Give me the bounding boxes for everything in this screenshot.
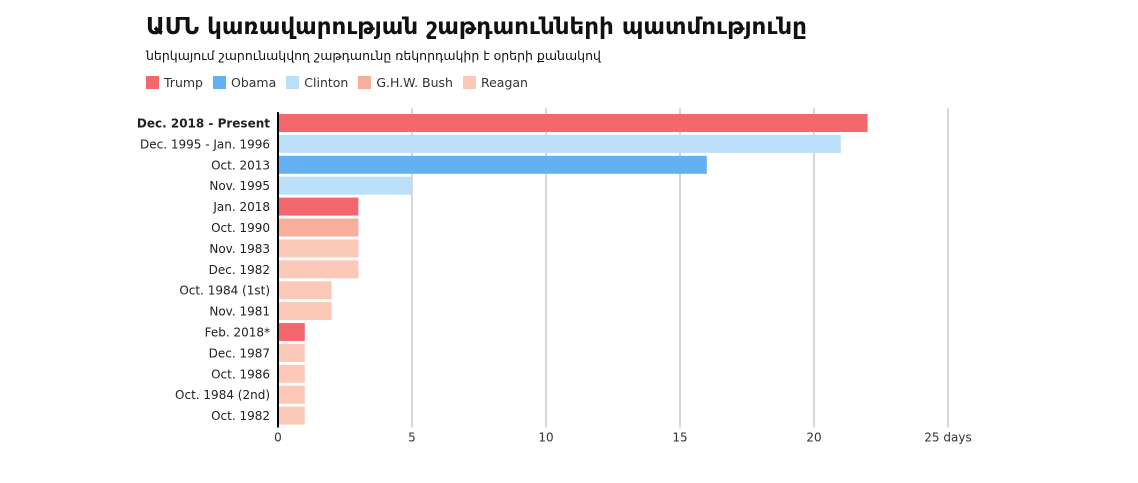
- x-tick-label-10: 10: [538, 431, 553, 445]
- category-labels: Dec. 2018 - Present Dec. 1995 - Jan. 1996…: [137, 117, 270, 424]
- x-tick-label-0: 0: [274, 431, 282, 445]
- bar-2: [278, 134, 841, 153]
- category-label-10: Nov. 1981: [209, 305, 270, 319]
- bar-5: [278, 197, 359, 216]
- legend-label-ghw-bush: G.H.W. Bush: [376, 75, 453, 90]
- category-label-13: Oct. 1986: [211, 367, 270, 381]
- bar-15: [278, 406, 305, 425]
- legend-swatch-obama: [212, 76, 226, 89]
- legend-swatch-reagan: [462, 76, 476, 89]
- x-tick-label-5: 5: [408, 431, 416, 445]
- bar-6: [278, 218, 359, 237]
- category-label-1: Dec. 2018 - Present: [137, 117, 270, 131]
- bar-13: [278, 364, 305, 383]
- bar-4: [278, 176, 412, 195]
- legend-item-ghw-bush: G.H.W. Bush: [358, 75, 453, 90]
- category-label-6: Oct. 1990: [211, 221, 270, 235]
- x-tick-label-20: 20: [806, 431, 821, 445]
- legend-item-reagan: Reagan: [462, 75, 528, 90]
- chart-title: ԱՄՆ կառավարության շաթդաունների պատմությո…: [146, 14, 807, 40]
- legend-swatch-trump: [146, 76, 159, 89]
- legend-label-obama: Obama: [230, 75, 277, 90]
- category-label-12: Dec. 1987: [209, 346, 270, 360]
- x-axis-ticks: 0 5 10 15 20 25 days: [274, 431, 972, 445]
- bar-3: [278, 155, 707, 174]
- legend-item-clinton: Clinton: [286, 75, 348, 90]
- legend-label-clinton: Clinton: [304, 75, 349, 90]
- category-label-8: Dec. 1982: [209, 263, 270, 277]
- bar-1: [278, 114, 868, 132]
- legend-label-trump: Trump: [164, 75, 203, 90]
- bar-10: [278, 302, 332, 321]
- legend-swatch-ghw-bush: [358, 76, 372, 89]
- x-tick-label-15: 15: [672, 431, 687, 445]
- bar-14: [278, 385, 305, 404]
- legend-label-reagan: Reagan: [480, 75, 528, 90]
- chart-legend: Trump Obama Clinton G.H.W. Bush Reagan: [146, 75, 528, 90]
- chart-subtitle: ներկայում շարունակվող շաթդաունը ռեկորդակ…: [146, 48, 601, 63]
- legend-item-obama: Obama: [212, 75, 277, 90]
- category-label-15: Oct. 1982: [211, 409, 270, 423]
- category-label-11: Feb. 2018*: [205, 326, 270, 340]
- category-label-14: Oct. 1984 (2nd): [175, 388, 270, 402]
- bar-9: [278, 281, 332, 300]
- category-label-3: Oct. 2013: [211, 158, 270, 172]
- bar-7: [278, 239, 359, 258]
- bars: [278, 114, 868, 425]
- legend-item-trump: Trump: [146, 75, 203, 90]
- x-tick-label-25: 25 days: [924, 431, 971, 445]
- category-label-2: Dec. 1995 - Jan. 1996: [140, 137, 270, 151]
- category-label-5: Jan. 2018: [212, 200, 270, 214]
- legend-swatch-clinton: [286, 76, 300, 89]
- category-label-9: Oct. 1984 (1st): [179, 284, 270, 298]
- category-label-7: Nov. 1983: [209, 242, 270, 256]
- bar-8: [278, 260, 359, 279]
- bar-11: [278, 323, 305, 341]
- bar-12: [278, 343, 305, 362]
- category-label-4: Nov. 1995: [209, 179, 270, 193]
